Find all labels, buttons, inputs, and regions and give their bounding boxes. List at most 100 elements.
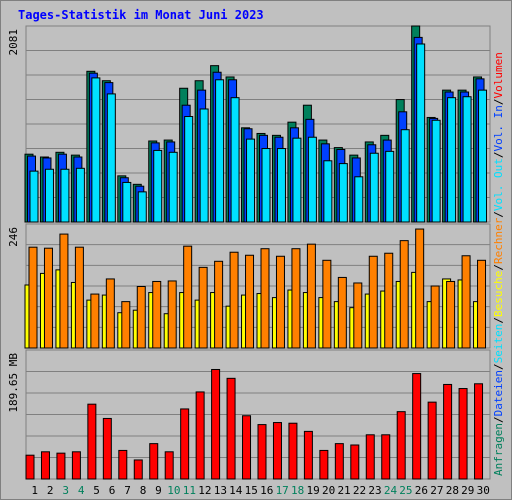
bar-pages [431, 119, 441, 223]
y-axis-max-labels: 2081 246 189.65 MB [7, 29, 20, 413]
legend-entry: Besuche [492, 271, 505, 317]
bar-visits [183, 245, 193, 349]
bar-visits [152, 280, 162, 349]
series-legend-vertical: Anfragen/Dateien/Seiten/Besuche/Rechner/… [492, 52, 505, 476]
bar-pages [338, 163, 348, 223]
bar-kbytes [71, 451, 81, 480]
chart-bars [24, 25, 488, 480]
bar-visits [229, 251, 239, 349]
bar-visits [415, 228, 425, 349]
bar-kbytes [350, 444, 360, 480]
bar-kbytes [242, 415, 252, 480]
x-tick-label: 23 [368, 484, 381, 497]
bar-kbytes [319, 449, 329, 480]
bar-kbytes [412, 373, 422, 480]
y-max-label: 189.65 MB [7, 353, 20, 413]
legend-entry: / [492, 151, 505, 158]
bar-visits [461, 255, 471, 349]
bar-pages [276, 148, 286, 223]
bar-kbytes [149, 443, 159, 480]
bar-pages [168, 151, 178, 223]
bar-kbytes [133, 459, 143, 480]
legend-entry: Rechner [492, 217, 505, 264]
bar-kbytes [40, 451, 50, 480]
bar-pages [215, 79, 225, 223]
legend-entry: Dateien [492, 370, 505, 416]
bar-pages [106, 93, 116, 223]
bar-pages [354, 176, 364, 223]
x-tick-label: 17 [276, 484, 289, 497]
bar-kbytes [365, 434, 375, 480]
bar-kbytes [102, 417, 112, 480]
bar-pages [478, 89, 488, 223]
bar-visits [306, 243, 316, 349]
bar-pages [400, 129, 410, 223]
bar-visits [446, 280, 456, 349]
x-tick-label: 7 [124, 484, 131, 497]
x-tick-label: 24 [384, 484, 398, 497]
x-tick-label: 2 [47, 484, 54, 497]
bar-visits [214, 260, 224, 349]
bar-pages [184, 116, 194, 223]
bar-visits [59, 233, 69, 349]
bar-pages [199, 108, 209, 223]
legend-entry: Vol. Out [492, 158, 505, 211]
bar-pages [385, 150, 395, 223]
legend-entry: / [492, 211, 505, 218]
bar-visits [275, 255, 285, 349]
bar-pages [261, 148, 271, 223]
bar-visits [28, 246, 38, 349]
bar-visits [43, 247, 53, 349]
legend-entry: Volumen [492, 52, 505, 98]
x-tick-label: 10 [167, 484, 180, 497]
bar-visits [74, 246, 84, 349]
legend-entry: Seiten [492, 324, 505, 364]
bar-pages [122, 181, 132, 223]
x-axis-day-labels: 1 2 3 4 5 6 7 8 9 10 11 12 13 14 15 16 17 18 19 20 21 22 23 24 2… [31, 484, 489, 497]
bar-kbytes [396, 411, 406, 480]
bar-visits [337, 276, 347, 349]
x-tick-label: 30 [477, 484, 490, 497]
bar-visits [260, 248, 270, 349]
bar-pages [447, 97, 457, 223]
x-tick-label: 12 [198, 484, 211, 497]
x-tick-label: 29 [461, 484, 474, 497]
x-tick-label: 26 [415, 484, 428, 497]
bar-kbytes [381, 434, 391, 480]
bar-pages [91, 77, 101, 223]
bar-pages [44, 168, 54, 223]
bar-visits [384, 252, 394, 349]
bar-visits [136, 286, 146, 349]
bar-visits [105, 278, 115, 349]
bar-kbytes [226, 377, 236, 480]
x-tick-label: 19 [307, 484, 320, 497]
chart-title: Tages-Statistik im Monat Juni 2023 [18, 8, 264, 22]
x-tick-label: 4 [78, 484, 85, 497]
bar-visits [368, 255, 378, 349]
bar-visits [90, 293, 100, 349]
x-tick-label: 22 [353, 484, 366, 497]
bar-visits [121, 301, 131, 349]
x-tick-label: 18 [291, 484, 304, 497]
bar-visits [167, 280, 177, 349]
bar-kbytes [118, 449, 128, 480]
legend-entry: / [492, 416, 505, 423]
x-tick-label: 14 [229, 484, 243, 497]
x-tick-label: 6 [109, 484, 116, 497]
bar-kbytes [427, 401, 437, 480]
y-max-label: 2081 [7, 29, 20, 56]
legend-entry: / [492, 98, 505, 105]
bar-kbytes [334, 443, 344, 480]
legend-entry: Vol. In [492, 105, 505, 151]
bar-pages [153, 149, 163, 223]
bar-kbytes [443, 383, 453, 480]
bar-kbytes [474, 383, 484, 480]
bar-kbytes [288, 422, 298, 480]
x-tick-label: 1 [31, 484, 38, 497]
x-tick-label: 25 [399, 484, 412, 497]
x-tick-label: 28 [446, 484, 459, 497]
bar-pages [462, 96, 472, 223]
bar-visits [477, 259, 487, 349]
x-tick-label: 9 [155, 484, 162, 497]
